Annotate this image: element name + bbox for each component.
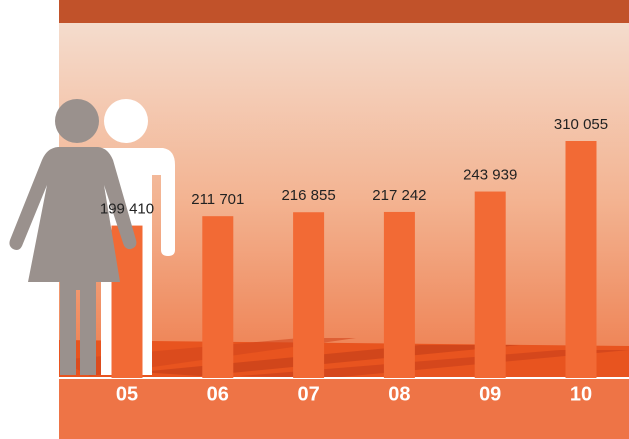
bottom-band bbox=[59, 378, 629, 439]
bar bbox=[202, 216, 233, 378]
bar bbox=[293, 212, 324, 378]
x-tick-label: 09 bbox=[479, 383, 501, 405]
bar bbox=[475, 192, 506, 378]
top-band bbox=[59, 0, 629, 23]
chart: 199 410 05 211 701 06 216 855 07 217 242 08 243 … bbox=[0, 0, 629, 439]
value-label: 216 855 bbox=[281, 187, 335, 204]
x-tick-label: 05 bbox=[116, 383, 138, 405]
value-label: 310 055 bbox=[554, 116, 608, 133]
value-label: 199 410 bbox=[100, 201, 154, 218]
x-tick-label: 06 bbox=[207, 383, 229, 405]
value-label: 243 939 bbox=[463, 167, 517, 184]
bar bbox=[566, 141, 597, 378]
x-tick-label: 10 bbox=[570, 383, 592, 405]
value-label: 211 701 bbox=[191, 191, 244, 208]
x-tick-label: 07 bbox=[297, 383, 319, 405]
bar bbox=[384, 212, 415, 378]
value-label: 217 242 bbox=[372, 187, 426, 204]
x-tick-label: 08 bbox=[388, 383, 410, 405]
page: {"chart_data": {"type": "bar", "categori… bbox=[0, 0, 629, 439]
